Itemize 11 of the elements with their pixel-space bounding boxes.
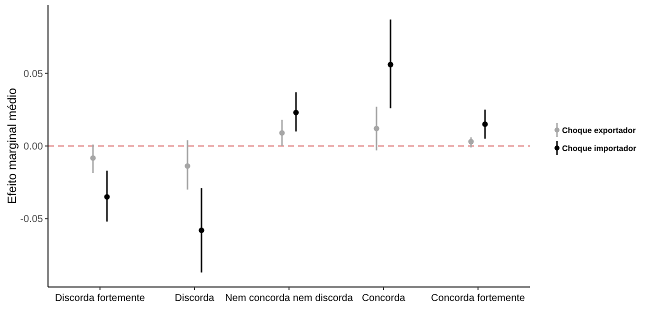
x-tick-label: Discorda — [174, 293, 215, 304]
legend-label: Choque importador — [562, 144, 636, 153]
x-tick-label: Nem concorda nem discorda — [225, 293, 354, 304]
x-tick-label: Concorda — [362, 293, 406, 304]
legend-label: Choque exportador — [562, 126, 636, 135]
x-tick-label: Discorda fortemente — [54, 293, 146, 304]
x-tick-label: Concorda fortemente — [431, 293, 526, 304]
y-axis-title: Efeito marginal médio — [5, 88, 19, 204]
y-tick-label: 0.05 — [24, 68, 44, 80]
y-tick-label: 0.00 — [24, 142, 44, 152]
y-tick-label: -0.05 — [20, 214, 44, 226]
